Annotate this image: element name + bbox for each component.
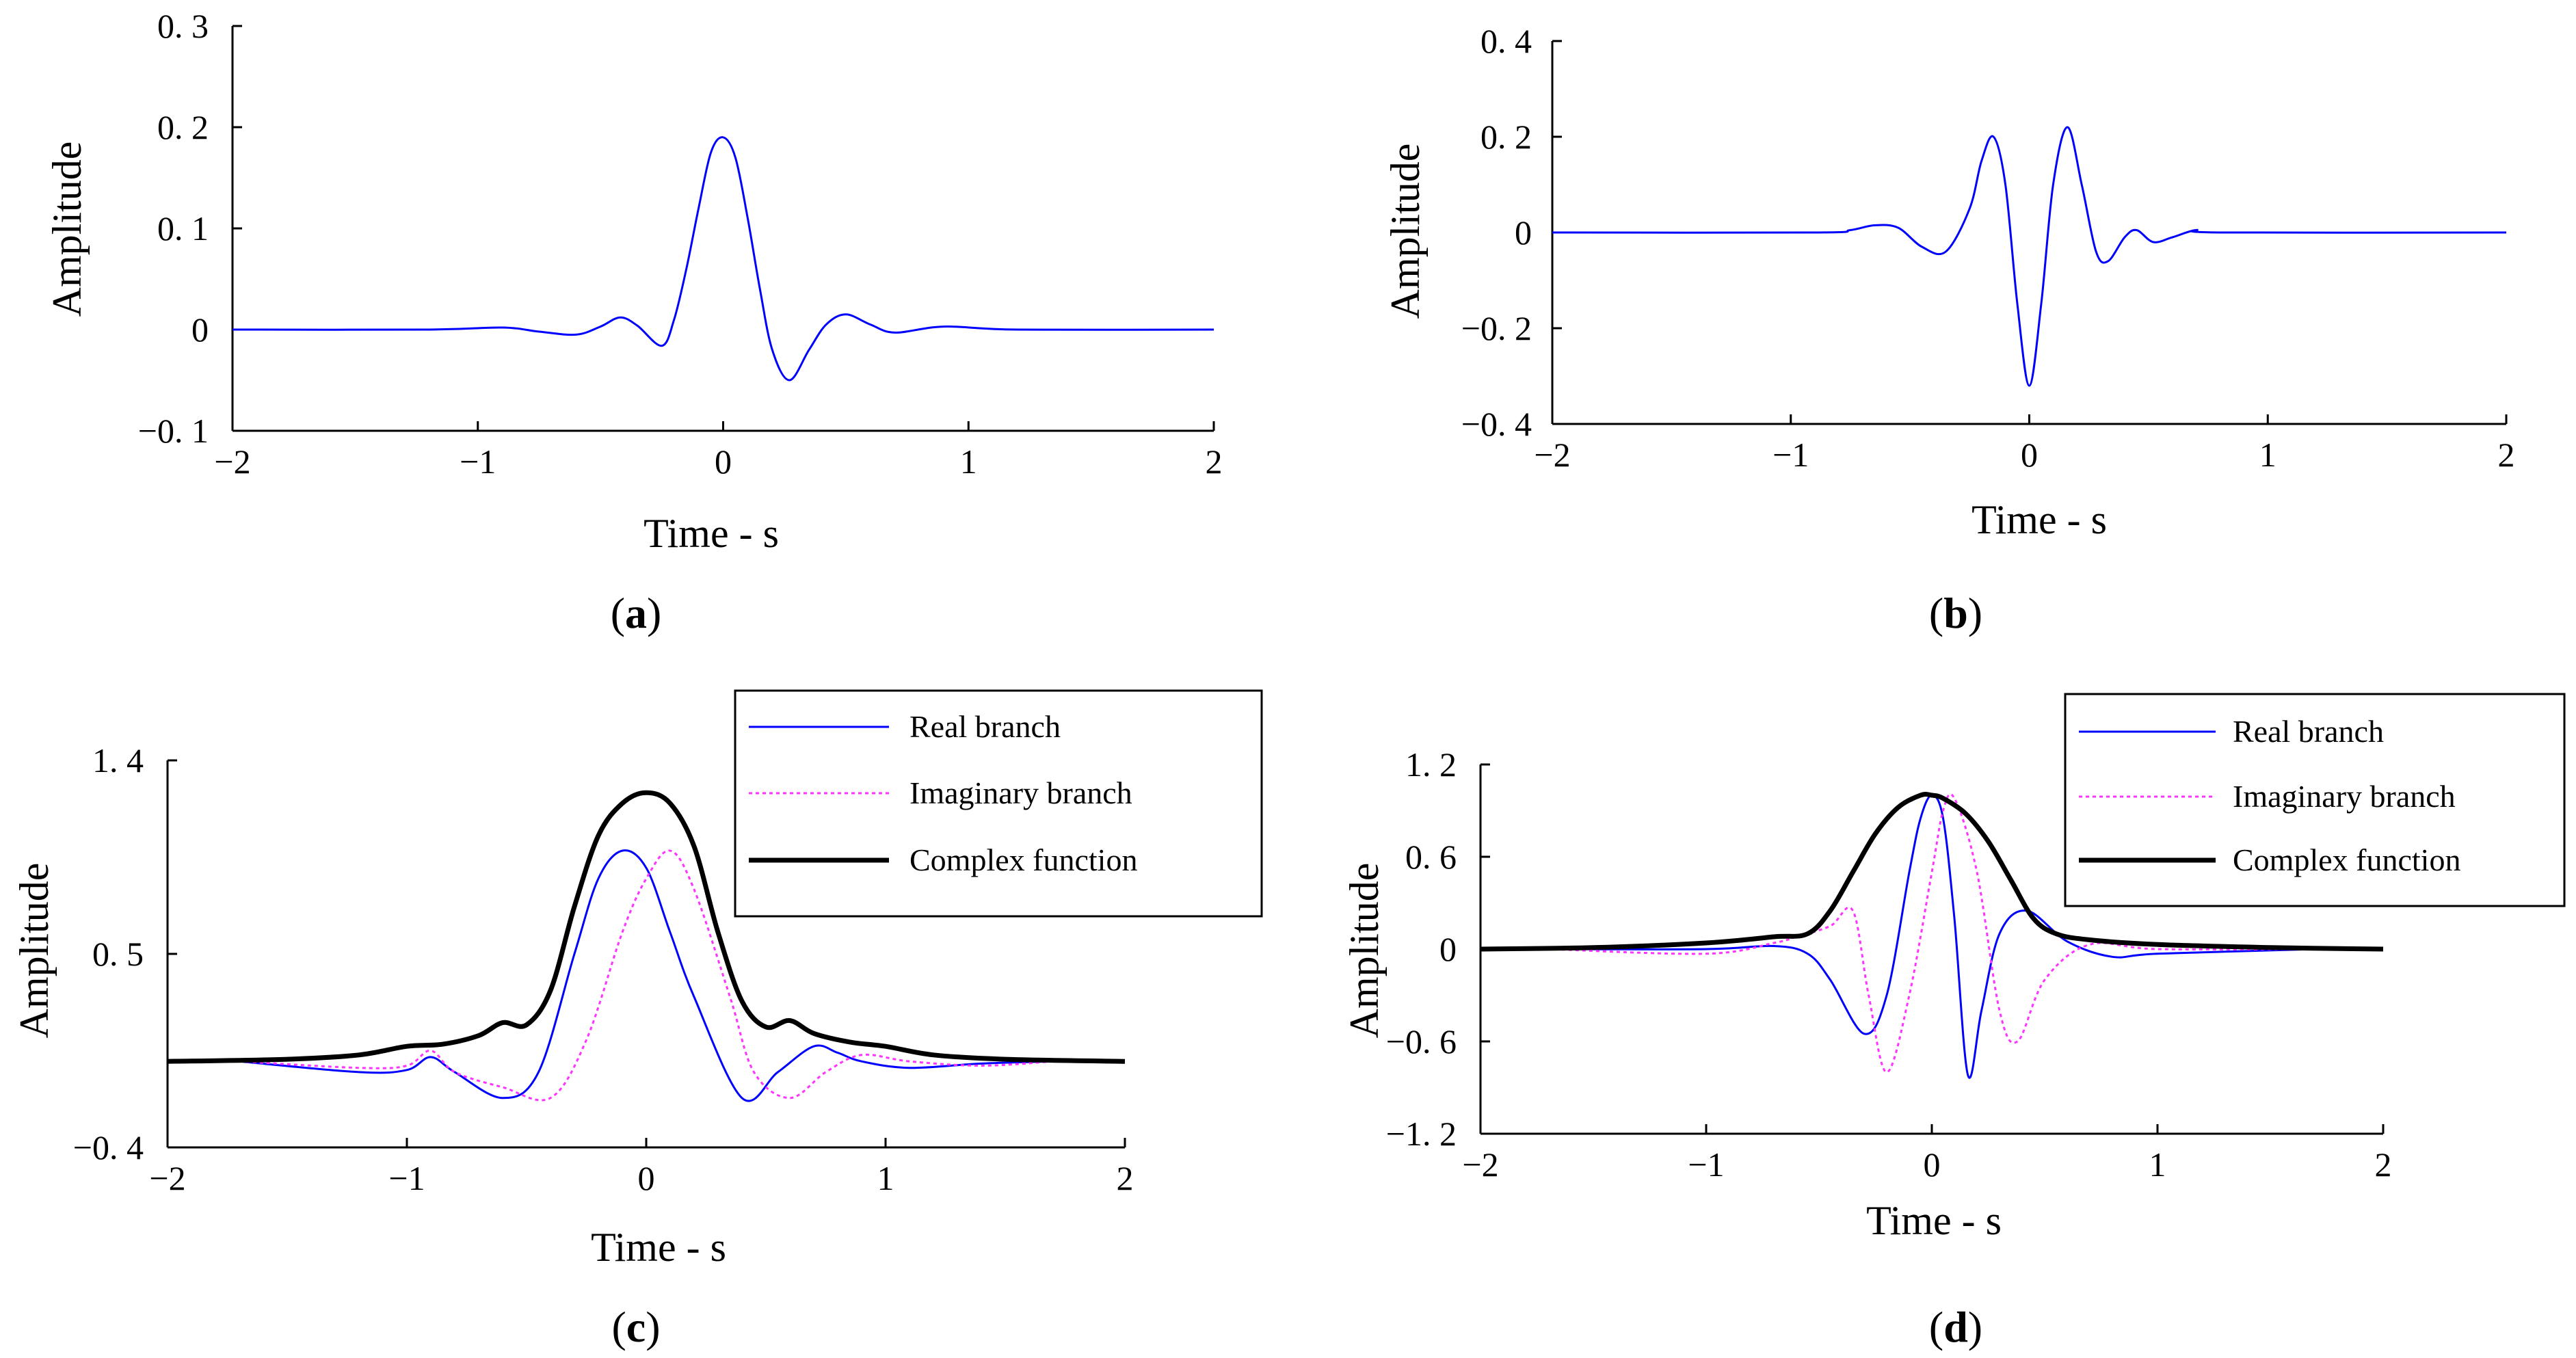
y-axis-title-b: Amplitude: [1383, 144, 1428, 319]
legend-label-c-imag: Imaginary branch: [909, 775, 1132, 810]
series-line-d-complex-function: [1480, 792, 2384, 952]
legend-c: Real branch Imaginary branch Complex fun…: [734, 689, 1263, 918]
y-tick-label-c: −0. 4: [73, 1128, 144, 1167]
x-tick-label-b: 1: [2259, 436, 2276, 474]
x-axis-title-d: Time - s: [1866, 1198, 2002, 1243]
series-line-d-real-branch: [1548, 794, 2316, 1079]
x-tick-label-d: 2: [2375, 1145, 2392, 1184]
y-tick-label-a: 0. 1: [157, 209, 209, 248]
plot-b: −2 −1 0 1 2 −0. 4 −0. 2 0 0. 2 0. 4: [1461, 22, 2515, 474]
x-tick-label-b: −2: [1534, 436, 1570, 474]
panel-b: Amplitude Time - s (b) −2 −1 0 1 2 −0. 4 −0. 2…: [1383, 22, 2515, 637]
x-tick-label-a: −1: [460, 442, 496, 481]
y-tick-label-d: 1. 2: [1405, 745, 1457, 784]
legend-label-c-real: Real branch: [909, 709, 1061, 744]
x-tick-label-c: 2: [1117, 1159, 1134, 1197]
x-tick-label-a: 1: [960, 442, 977, 481]
y-tick-label-c: 1. 4: [92, 741, 144, 780]
y-tick-label-b: 0. 2: [1480, 118, 1532, 156]
x-tick-label-c: −1: [388, 1159, 425, 1197]
y-axis-title-a: Amplitude: [44, 142, 90, 317]
series-line-d-imaginary-branch: [1548, 793, 2316, 1074]
y-axis-title-c: Amplitude: [12, 863, 57, 1039]
panel-a: Amplitude Time - s (a) −2 −1 0 1 2 −0. 1 0 0. 1…: [44, 7, 1223, 637]
legend-box-c: [734, 689, 1263, 918]
y-tick-label-a: 0. 2: [157, 108, 209, 146]
y-tick-label-b: 0. 4: [1480, 22, 1532, 60]
caption-b: (b): [1929, 589, 1982, 637]
y-tick-label-b: −0. 4: [1461, 405, 1532, 443]
y-tick-label-d: 0: [1439, 930, 1457, 968]
series-line-a-wavelet: [232, 136, 1214, 382]
x-tick-label-b: −1: [1772, 436, 1809, 474]
x-tick-label-d: 1: [2149, 1145, 2166, 1184]
series-line-c-imaginary-branch: [239, 849, 1054, 1102]
legend-box-d: [2064, 693, 2566, 907]
legend-label-d-imag: Imaginary branch: [2233, 779, 2456, 814]
plot-c: −2 −1 0 1 2 −0. 4 0. 5 1. 4: [73, 741, 1134, 1197]
y-tick-label-d: −1. 2: [1386, 1115, 1457, 1153]
y-tick-label-b: 0: [1515, 213, 1532, 252]
x-tick-label-a: 0: [715, 442, 732, 481]
y-tick-label-d: 0. 6: [1405, 838, 1457, 876]
y-tick-label-a: −0. 1: [138, 412, 209, 450]
series-line-b-wavelet: [1552, 126, 2507, 387]
plot-d: −2 −1 0 1 2 −1. 2 −0. 6 0 0. 6 1. 2: [1386, 745, 2392, 1184]
panel-c: Amplitude Time - s (c) −2 −1 0 1 2 −0. 4 0. 5 1…: [12, 689, 1263, 1351]
x-tick-label-d: 0: [1924, 1145, 1941, 1184]
legend-d: Real branch Imaginary branch Complex fun…: [2064, 693, 2566, 907]
x-tick-label-c: 1: [877, 1159, 894, 1197]
series-line-c-complex-function: [167, 790, 1126, 1064]
caption-d: (d): [1929, 1303, 1982, 1351]
caption-c: (c): [611, 1303, 660, 1351]
x-tick-label-a: −2: [214, 442, 250, 481]
x-tick-label-b: 0: [2021, 436, 2038, 474]
y-tick-label-b: −0. 2: [1461, 309, 1532, 347]
x-tick-label-c: −2: [149, 1159, 185, 1197]
x-axis-title-a: Time - s: [643, 511, 779, 556]
legend-label-c-complex: Complex function: [909, 842, 1137, 877]
y-tick-label-a: 0. 3: [157, 7, 209, 45]
x-tick-label-b: 2: [2498, 436, 2515, 474]
legend-label-d-real: Real branch: [2233, 714, 2384, 749]
caption-a: (a): [611, 589, 662, 637]
y-tick-label-a: 0: [191, 310, 209, 349]
series-line-c-real-branch: [239, 849, 1054, 1102]
y-axis-title-d: Amplitude: [1342, 863, 1387, 1039]
x-tick-label-a: 2: [1206, 442, 1223, 481]
x-tick-label-c: 0: [638, 1159, 655, 1197]
x-tick-label-d: −2: [1462, 1145, 1498, 1184]
legend-label-d-complex: Complex function: [2233, 842, 2460, 877]
x-axis-title-b: Time - s: [1971, 497, 2107, 542]
plot-a: −2 −1 0 1 2 −0. 1 0 0. 1 0. 2 0. 3: [138, 7, 1223, 481]
y-tick-label-d: −0. 6: [1386, 1022, 1457, 1061]
x-tick-label-d: −1: [1688, 1145, 1724, 1184]
panel-d: Amplitude Time - s (d) −2 −1 0 1 2 −1. 2 −0. 6…: [1342, 693, 2566, 1351]
x-axis-title-c: Time - s: [591, 1225, 726, 1270]
y-tick-label-c: 0. 5: [92, 935, 144, 973]
